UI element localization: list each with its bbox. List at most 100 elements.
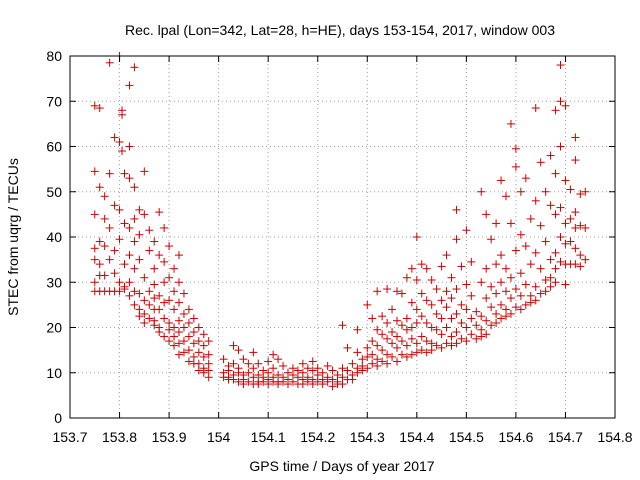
data-point — [502, 192, 510, 201]
data-point — [115, 205, 124, 214]
data-point — [110, 246, 119, 255]
data-point — [115, 287, 124, 296]
data-point — [239, 355, 248, 364]
data-point — [516, 305, 525, 314]
data-point — [353, 325, 362, 334]
data-point — [511, 144, 520, 153]
data-point — [502, 312, 510, 321]
data-point — [100, 242, 109, 251]
data-point — [571, 244, 580, 253]
data-point — [175, 350, 183, 359]
data-point — [506, 273, 515, 282]
data-point — [338, 380, 347, 389]
data-point — [110, 269, 119, 278]
x-tick-label: 154.5 — [449, 429, 484, 445]
data-point — [259, 377, 268, 386]
data-point — [462, 280, 471, 289]
data-point — [170, 264, 179, 273]
data-point — [189, 339, 198, 348]
data-point — [120, 285, 129, 294]
data-point — [432, 309, 441, 318]
data-point — [120, 169, 129, 178]
data-point — [125, 142, 134, 151]
data-point — [561, 176, 570, 185]
data-point — [571, 208, 580, 217]
data-point — [506, 309, 515, 318]
data-point — [521, 242, 530, 251]
data-point — [189, 314, 198, 323]
y-tick-label: 10 — [46, 365, 62, 381]
data-point — [472, 321, 481, 330]
data-point — [175, 328, 183, 337]
data-point — [462, 305, 471, 314]
data-point — [546, 273, 555, 282]
data-point — [566, 214, 575, 223]
data-point — [363, 343, 372, 352]
x-tick-label: 154.4 — [399, 429, 434, 445]
data-point — [531, 296, 540, 305]
data-point — [442, 339, 451, 348]
data-point — [487, 282, 496, 291]
data-point — [90, 101, 99, 110]
data-point — [422, 348, 431, 357]
data-point — [447, 273, 456, 282]
data-point — [165, 337, 174, 346]
x-tick-label: 154.8 — [597, 429, 632, 445]
data-point — [184, 332, 193, 341]
data-point — [328, 382, 337, 391]
y-tick-label: 80 — [46, 48, 62, 64]
data-point — [516, 187, 525, 196]
data-point — [105, 255, 114, 264]
data-point — [556, 142, 565, 151]
data-point — [487, 303, 496, 312]
data-point — [368, 314, 377, 323]
data-point — [462, 337, 471, 346]
data-point — [199, 341, 208, 350]
data-point — [393, 316, 401, 325]
data-point — [293, 366, 302, 375]
data-point — [452, 309, 461, 318]
data-point — [194, 348, 203, 357]
data-point — [561, 239, 570, 248]
data-point — [179, 323, 188, 332]
data-point — [140, 318, 149, 327]
data-point — [224, 366, 233, 375]
data-point — [338, 321, 347, 330]
data-point — [363, 352, 372, 361]
data-point — [402, 341, 411, 350]
data-point — [427, 323, 436, 332]
data-point — [407, 264, 416, 273]
data-point — [100, 271, 109, 280]
data-point — [189, 352, 198, 361]
data-point — [412, 275, 421, 284]
data-point — [407, 298, 416, 307]
data-point — [269, 350, 278, 359]
data-point — [160, 332, 169, 341]
data-point — [184, 346, 193, 355]
data-point — [249, 373, 258, 382]
data-point — [353, 348, 362, 357]
data-point — [125, 81, 134, 90]
data-point — [447, 341, 456, 350]
data-point — [526, 260, 535, 269]
data-point — [368, 337, 377, 346]
data-point — [105, 169, 114, 178]
data-point — [383, 359, 392, 368]
x-tick-label: 154.6 — [498, 429, 533, 445]
data-point — [482, 316, 491, 325]
chart-title: Rec. lpal (Lon=342, Lat=28, h=HE), days … — [125, 22, 555, 38]
data-point — [521, 174, 530, 183]
data-point — [165, 296, 174, 305]
data-point — [264, 380, 273, 389]
data-point — [130, 264, 139, 273]
data-point — [298, 368, 307, 377]
data-point — [90, 210, 99, 219]
data-point — [155, 305, 164, 314]
data-point — [105, 58, 114, 67]
data-point — [333, 371, 342, 380]
data-point — [179, 337, 188, 346]
data-point — [561, 280, 570, 289]
data-point — [397, 321, 406, 330]
data-point — [378, 346, 387, 355]
data-point — [412, 318, 421, 327]
